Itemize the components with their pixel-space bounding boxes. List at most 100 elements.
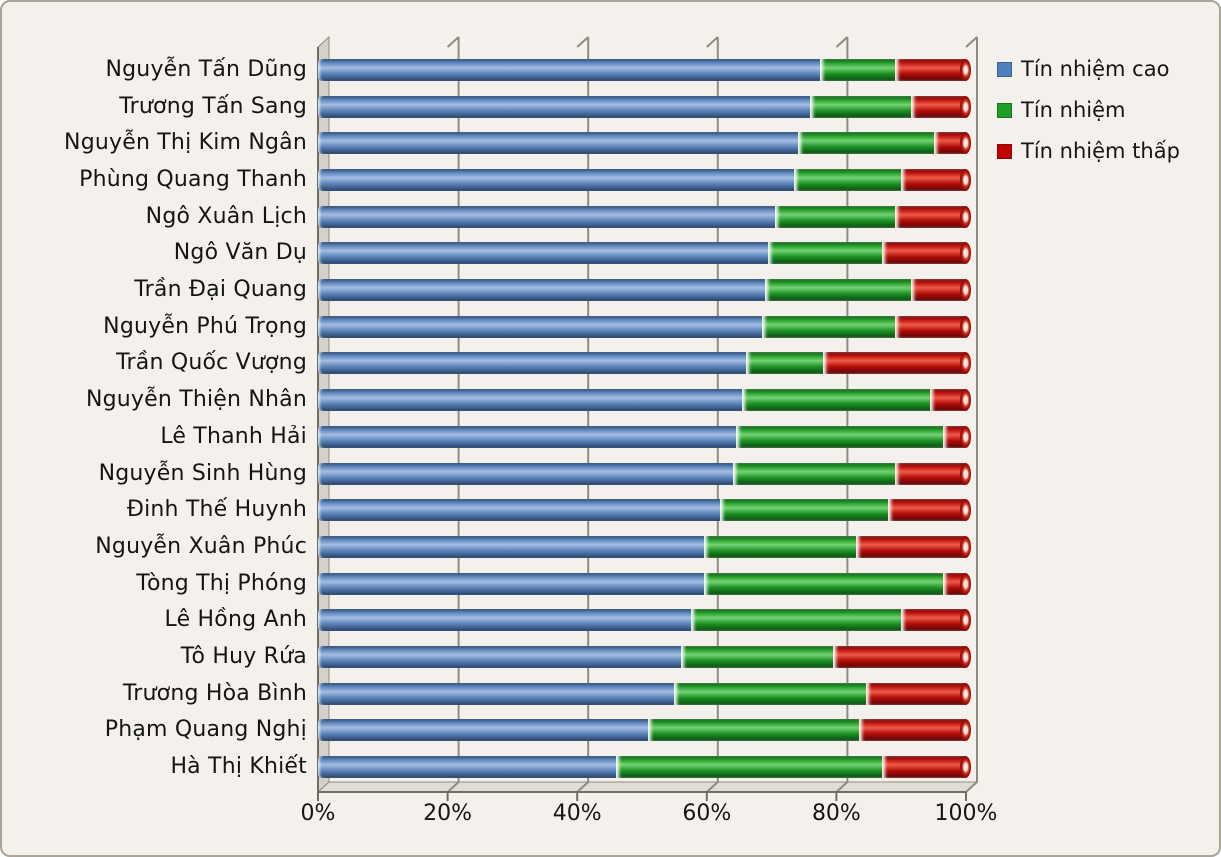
bar-segment-high-confidence bbox=[318, 205, 775, 228]
legend-item-low-confidence: Tín nhiệm thấp bbox=[997, 139, 1180, 163]
bar-segment-high-confidence bbox=[318, 645, 681, 668]
bar-segment-low-confidence bbox=[833, 645, 971, 668]
category-label: Trần Đại Quang bbox=[134, 277, 307, 303]
bar-segment-low-confidence bbox=[901, 169, 971, 192]
bar-row bbox=[318, 682, 972, 705]
bar-segment-high-confidence bbox=[318, 315, 762, 338]
bar-segment-high-confidence bbox=[318, 242, 769, 265]
bar-segment-high-confidence bbox=[318, 682, 675, 705]
grid-line bbox=[706, 781, 719, 793]
category-label: Trương Hòa Bình bbox=[122, 680, 307, 706]
bar-segment-low-confidence bbox=[943, 425, 971, 448]
category-label: Tòng Thị Phóng bbox=[136, 570, 307, 596]
bar-segment-confidence bbox=[742, 389, 931, 412]
bar-segment-low-confidence bbox=[933, 132, 972, 155]
bar-segment-confidence bbox=[703, 535, 856, 558]
grid-line bbox=[835, 781, 849, 793]
x-tick-label: 20% bbox=[423, 801, 473, 826]
bar-row bbox=[318, 462, 972, 485]
category-label: Ngô Xuân Lịch bbox=[145, 203, 307, 229]
bar-segment-confidence bbox=[810, 95, 911, 118]
category-label: Nguyễn Thị Kim Ngân bbox=[64, 130, 307, 156]
category-label: Nguyễn Sinh Hùng bbox=[98, 460, 307, 486]
bar-segment-high-confidence bbox=[318, 132, 798, 155]
bar-row bbox=[318, 572, 971, 595]
bar-segment-low-confidence bbox=[894, 315, 972, 338]
bar-segment-low-confidence bbox=[894, 462, 972, 485]
bar-segment-confidence bbox=[765, 279, 911, 302]
bar-segment-high-confidence bbox=[318, 719, 649, 742]
grid-line bbox=[576, 781, 589, 793]
category-label: Trần Quốc Vượng bbox=[116, 350, 307, 376]
legend-swatch-green bbox=[997, 102, 1012, 118]
grid-line bbox=[835, 36, 849, 48]
bar-row bbox=[318, 205, 972, 228]
bar-segment-high-confidence bbox=[318, 609, 691, 632]
legend-item-high-confidence: Tín nhiệm cao bbox=[997, 57, 1180, 81]
bar-segment-confidence bbox=[648, 719, 860, 742]
bar-segment-confidence bbox=[794, 169, 902, 192]
bar-segment-confidence bbox=[703, 572, 944, 595]
legend: Tín nhiệm cao Tín nhiệm Tín nhiệm thấp bbox=[997, 57, 1180, 163]
grid-line bbox=[446, 781, 460, 793]
bar-segment-confidence bbox=[680, 645, 834, 668]
bar-row bbox=[318, 499, 971, 522]
bar-segment-low-confidence bbox=[901, 609, 971, 632]
bar-segment-high-confidence bbox=[318, 389, 743, 412]
category-label: Hà Thị Khiết bbox=[170, 753, 307, 779]
bar-segment-low-confidence bbox=[855, 535, 972, 558]
category-label: Phùng Quang Thanh bbox=[79, 167, 307, 193]
bar-segment-low-confidence bbox=[881, 755, 972, 778]
grid-line bbox=[965, 781, 978, 793]
bar-segment-confidence bbox=[745, 352, 824, 375]
bar-row bbox=[318, 645, 971, 668]
bar-row bbox=[318, 59, 972, 81]
category-label: Nguyễn Phú Trọng bbox=[103, 313, 307, 339]
bar-segment-low-confidence bbox=[823, 352, 971, 375]
bar-segment-high-confidence bbox=[318, 462, 733, 485]
x-tick-label: 60% bbox=[682, 801, 732, 826]
bar-segment-low-confidence bbox=[865, 682, 972, 705]
category-label: Lê Hồng Anh bbox=[164, 607, 307, 633]
bar-segment-low-confidence bbox=[910, 279, 972, 302]
bar-row bbox=[318, 609, 971, 632]
bar-segment-confidence bbox=[735, 425, 944, 448]
category-label: Ngô Văn Dụ bbox=[173, 240, 307, 266]
bar-segment-high-confidence bbox=[318, 755, 617, 778]
grid-line bbox=[965, 36, 978, 48]
bar-row bbox=[318, 279, 972, 302]
legend-label-high-confidence: Tín nhiệm cao bbox=[1021, 57, 1170, 81]
bar-row bbox=[318, 389, 971, 412]
grid-line bbox=[576, 36, 589, 48]
x-tick-label: 80% bbox=[811, 801, 861, 826]
bar-segment-low-confidence bbox=[943, 572, 971, 595]
category-label: Đinh Thế Huynh bbox=[126, 497, 307, 523]
bar-segment-low-confidence bbox=[910, 95, 972, 118]
x-tick-label: 0% bbox=[300, 801, 336, 826]
bar-segment-low-confidence bbox=[859, 719, 971, 742]
bar-segment-low-confidence bbox=[930, 389, 971, 412]
legend-swatch-blue bbox=[997, 61, 1012, 77]
bar-segment-confidence bbox=[719, 499, 889, 522]
bar-segment-confidence bbox=[761, 315, 895, 338]
x-tick-label: 40% bbox=[552, 801, 602, 826]
bar-segment-high-confidence bbox=[318, 499, 720, 522]
bar-row bbox=[318, 95, 972, 118]
bar-row bbox=[318, 755, 972, 778]
bar-segment-confidence bbox=[774, 205, 895, 228]
bar-segment-low-confidence bbox=[894, 59, 972, 81]
legend-item-confidence: Tín nhiệm bbox=[997, 98, 1180, 122]
bar-row bbox=[318, 535, 972, 558]
bar-row bbox=[318, 242, 972, 265]
legend-label-low-confidence: Tín nhiệm thấp bbox=[1021, 139, 1180, 163]
bar-segment-low-confidence bbox=[894, 205, 972, 228]
category-label: Trương Tấn Sang bbox=[119, 93, 307, 119]
category-label: Nguyễn Thiện Nhân bbox=[85, 387, 307, 413]
legend-label-confidence: Tín nhiệm bbox=[1021, 98, 1126, 122]
bar-row bbox=[318, 425, 971, 448]
category-label: Tô Huy Rứa bbox=[180, 643, 307, 669]
bar-segment-low-confidence bbox=[881, 242, 972, 265]
grid-line bbox=[446, 36, 460, 48]
